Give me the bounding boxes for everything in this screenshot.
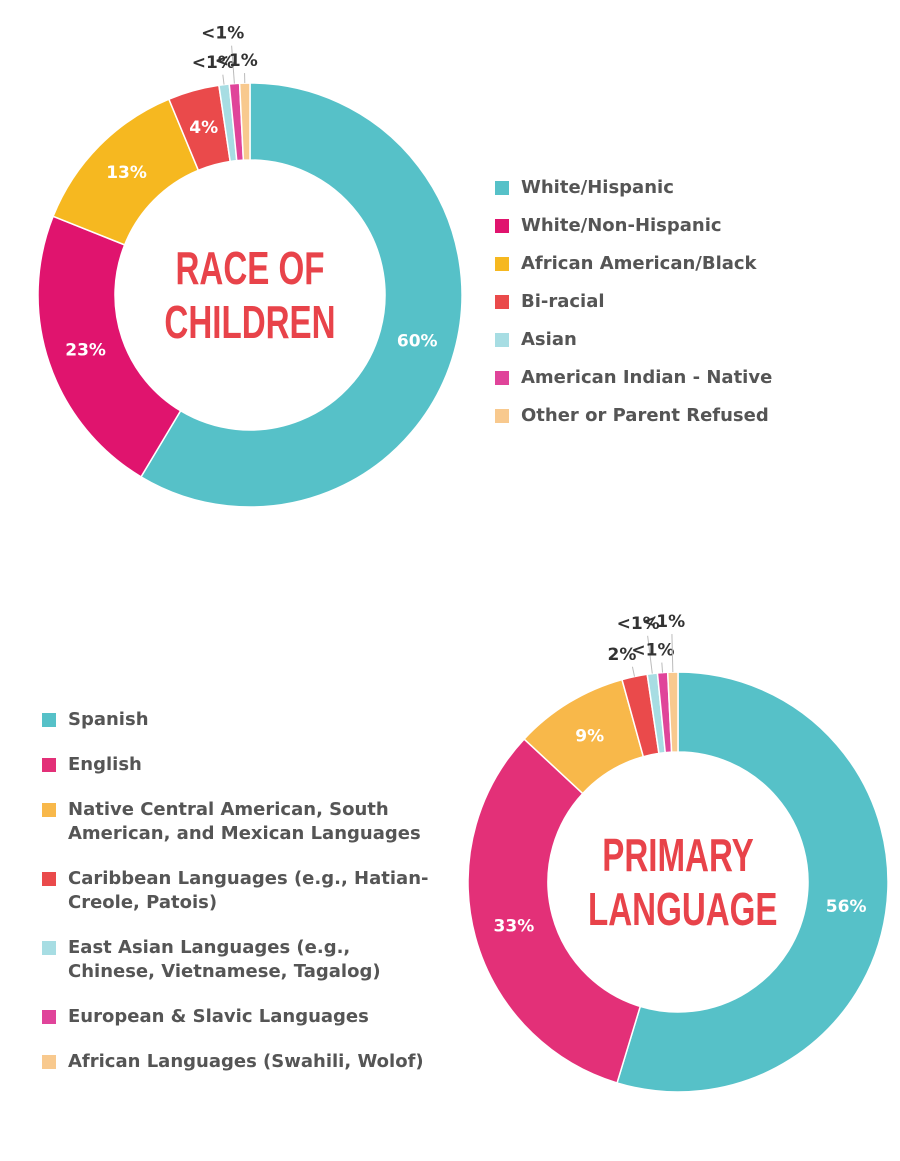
legend-label: Native Central American, South American,…: [68, 799, 421, 844]
value-label: <1%: [617, 614, 660, 634]
leader-line: [661, 662, 664, 673]
legend: White/Hispanic White/Non-Hispanic African …: [495, 176, 875, 428]
legend-swatch: [42, 1055, 56, 1069]
legend-label: Spanish: [68, 709, 149, 730]
slice: [238, 82, 251, 161]
legend-swatch: [42, 1010, 56, 1024]
legend-item: English: [42, 753, 442, 777]
slice: [37, 215, 182, 478]
leader-line: [231, 45, 235, 84]
chart-title: RACE OF CHILDREN: [164, 242, 336, 348]
value-label: <1%: [642, 612, 685, 632]
leader-line: [631, 666, 635, 677]
legend-swatch: [42, 872, 56, 886]
legend-item: American Indian - Native: [495, 366, 875, 390]
legend-swatch: [495, 219, 509, 233]
slice: [139, 82, 463, 508]
legend-item: Asian: [495, 328, 875, 352]
value-label: 4%: [189, 118, 218, 138]
legend-swatch: [495, 257, 509, 271]
legend-item: European & Slavic Languages: [42, 1005, 442, 1029]
legend-item: African Languages (Swahili, Wolof): [42, 1050, 442, 1074]
slice: [616, 671, 889, 1093]
legend-label: Other or Parent Refused: [521, 405, 769, 426]
legend-label: Asian: [521, 329, 577, 350]
legend-label: English: [68, 754, 142, 775]
legend-item: Native Central American, South American,…: [42, 798, 442, 846]
legend-item: Other or Parent Refused: [495, 404, 875, 428]
legend-label: African Languages (Swahili, Wolof): [68, 1051, 424, 1072]
legend-item: White/Hispanic: [495, 176, 875, 200]
legend-swatch: [495, 295, 509, 309]
legend-item: White/Non-Hispanic: [495, 214, 875, 238]
legend-item: African American/Black: [495, 252, 875, 276]
legend-swatch: [495, 371, 509, 385]
value-label: 33%: [494, 916, 535, 936]
slice: [467, 738, 642, 1084]
leader-line: [222, 74, 225, 85]
chart-title: PRIMARY LANGUAGE: [588, 829, 778, 935]
legend-label: White/Non-Hispanic: [521, 215, 722, 236]
legend-label: American Indian - Native: [521, 367, 773, 388]
value-label: 9%: [575, 727, 604, 747]
legend-swatch: [495, 181, 509, 195]
value-label: 23%: [65, 340, 106, 360]
legend: Spanish English Native Central American, S…: [42, 708, 442, 1074]
legend-label: Bi-racial: [521, 291, 605, 312]
value-label: <1%: [631, 641, 674, 661]
legend-swatch: [42, 758, 56, 772]
value-label: 13%: [106, 163, 147, 183]
legend-swatch: [495, 409, 509, 423]
legend-label: East Asian Languages (e.g., Chinese, Vie…: [68, 937, 381, 982]
legend-label: Caribbean Languages (e.g., Hatian-Creole…: [68, 868, 429, 913]
legend-swatch: [495, 333, 509, 347]
value-label: <1%: [201, 24, 244, 44]
legend-swatch: [42, 803, 56, 817]
legend-item: Spanish: [42, 708, 442, 732]
legend-label: African American/Black: [521, 253, 757, 274]
slice: [666, 671, 679, 753]
value-label: <1%: [192, 53, 235, 73]
value-label: 60%: [397, 331, 438, 351]
legend-label: White/Hispanic: [521, 177, 674, 198]
leader-line: [671, 634, 674, 673]
value-label: <1%: [215, 51, 258, 71]
legend-swatch: [42, 713, 56, 727]
legend-item: East Asian Languages (e.g., Chinese, Vie…: [42, 936, 442, 984]
leader-line: [647, 635, 653, 674]
value-label: 56%: [826, 897, 867, 917]
legend-item: Bi-racial: [495, 290, 875, 314]
legend-label: European & Slavic Languages: [68, 1006, 369, 1027]
value-label: 2%: [608, 645, 637, 665]
legend-item: Caribbean Languages (e.g., Hatian-Creole…: [42, 867, 442, 915]
legend-swatch: [42, 941, 56, 955]
